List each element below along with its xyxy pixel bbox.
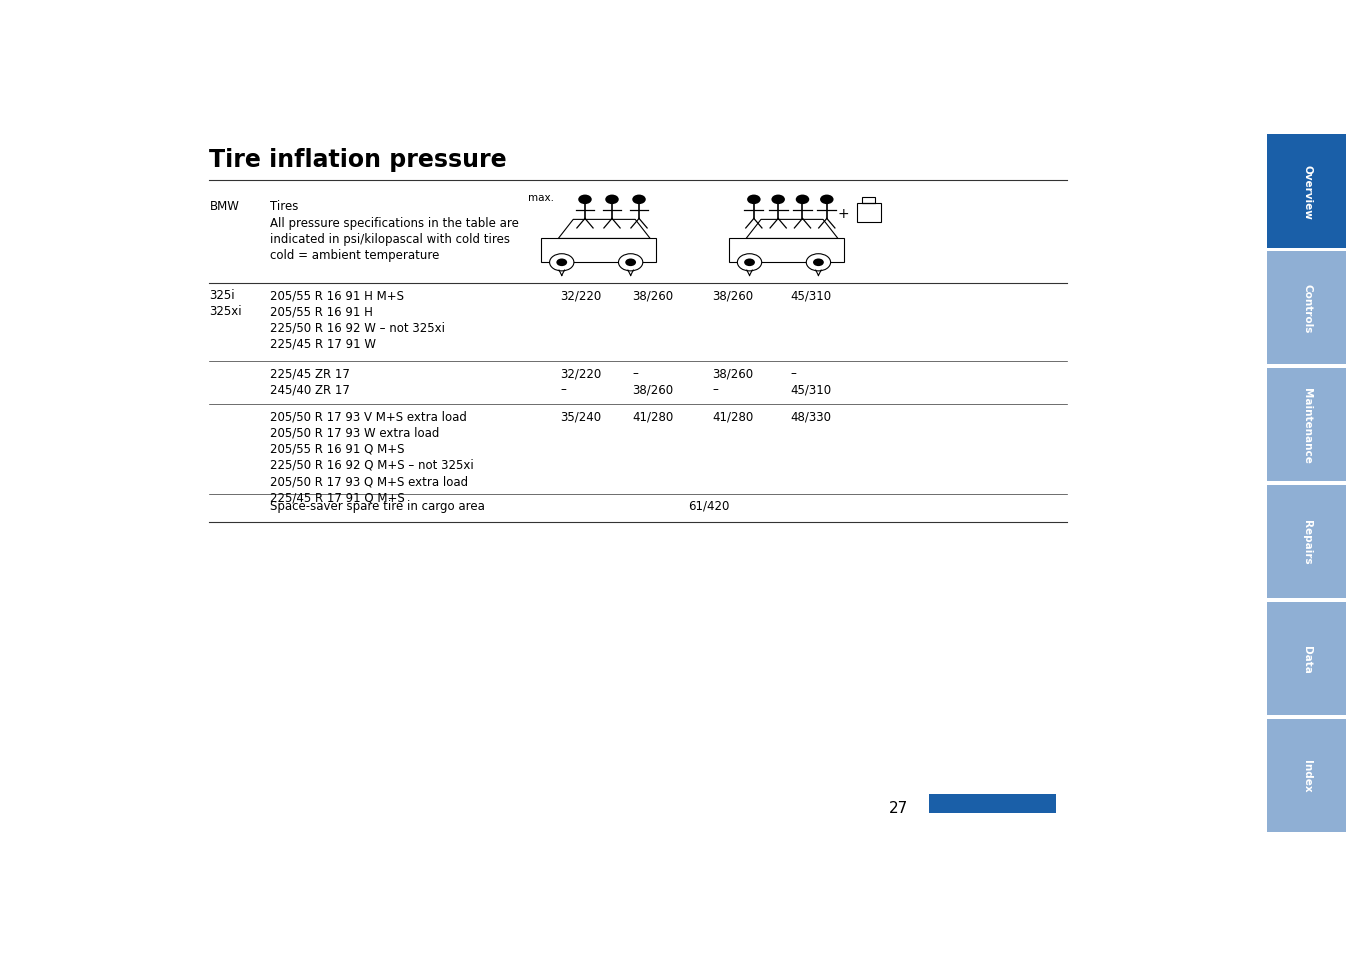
Text: 225/50 R 16 92 W – not 325xi: 225/50 R 16 92 W – not 325xi [270, 321, 446, 335]
Text: 41/280: 41/280 [712, 410, 754, 423]
Bar [1267, 253, 1346, 365]
Text: 205/55 R 16 91 Q M+S: 205/55 R 16 91 Q M+S [270, 442, 405, 456]
Bar [857, 204, 881, 223]
Bar [730, 239, 843, 263]
Text: 205/55 R 16 91 H M+S: 205/55 R 16 91 H M+S [270, 289, 404, 302]
Text: 225/45 ZR 17: 225/45 ZR 17 [270, 367, 350, 380]
Text: 38/260: 38/260 [712, 289, 753, 302]
Bar [862, 198, 875, 204]
Text: 35/240: 35/240 [561, 410, 601, 423]
Bar [1267, 135, 1346, 249]
Text: Tire inflation pressure: Tire inflation pressure [209, 148, 507, 172]
Text: 225/45 R 17 91 W: 225/45 R 17 91 W [270, 337, 376, 351]
Circle shape [605, 195, 619, 205]
Text: 205/55 R 16 91 H: 205/55 R 16 91 H [270, 305, 373, 318]
Text: indicated in psi/kilopascal with cold tires: indicated in psi/kilopascal with cold ti… [270, 233, 511, 246]
Text: –: – [632, 367, 638, 380]
Text: 38/260: 38/260 [712, 367, 753, 380]
Bar [540, 239, 657, 263]
Circle shape [626, 259, 636, 267]
Text: max.: max. [528, 193, 554, 202]
Text: 27: 27 [889, 800, 908, 815]
Text: 38/260: 38/260 [632, 383, 673, 396]
Text: 61/420: 61/420 [689, 499, 730, 513]
Text: 325xi: 325xi [209, 305, 242, 318]
Circle shape [619, 254, 643, 272]
Text: 45/310: 45/310 [790, 383, 831, 396]
Text: –: – [712, 383, 717, 396]
Bar [1267, 486, 1346, 598]
Bar [1267, 369, 1346, 482]
Text: 325i: 325i [209, 289, 235, 302]
Text: 205/50 R 17 93 V M+S extra load: 205/50 R 17 93 V M+S extra load [270, 410, 467, 423]
Text: –: – [790, 367, 796, 380]
Bar [1267, 602, 1346, 715]
Text: 245/40 ZR 17: 245/40 ZR 17 [270, 383, 350, 396]
Text: 32/220: 32/220 [561, 367, 603, 380]
Text: Maintenance: Maintenance [1302, 387, 1312, 463]
Circle shape [807, 254, 831, 272]
Text: 38/260: 38/260 [632, 289, 673, 302]
Circle shape [738, 254, 762, 272]
Text: 205/50 R 17 93 W extra load: 205/50 R 17 93 W extra load [270, 426, 439, 439]
Text: BMW: BMW [209, 200, 239, 213]
Text: Space-saver spare tire in cargo area: Space-saver spare tire in cargo area [270, 499, 485, 513]
Text: Index: Index [1302, 760, 1312, 792]
Circle shape [747, 195, 761, 205]
Text: 45/310: 45/310 [790, 289, 831, 302]
Text: 225/45 R 17 91 Q M+S: 225/45 R 17 91 Q M+S [270, 491, 405, 504]
Circle shape [578, 195, 592, 205]
Text: –: – [561, 383, 566, 396]
Bar [929, 794, 1056, 813]
Text: 205/50 R 17 93 Q M+S extra load: 205/50 R 17 93 Q M+S extra load [270, 475, 469, 488]
Text: Controls: Controls [1302, 284, 1312, 334]
Text: All pressure specifications in the table are: All pressure specifications in the table… [270, 216, 519, 230]
Circle shape [820, 195, 834, 205]
Text: Repairs: Repairs [1302, 519, 1312, 564]
Circle shape [744, 259, 755, 267]
Circle shape [771, 195, 785, 205]
Text: 32/220: 32/220 [561, 289, 603, 302]
Circle shape [632, 195, 646, 205]
Circle shape [550, 254, 574, 272]
Circle shape [796, 195, 809, 205]
Text: 41/280: 41/280 [632, 410, 674, 423]
Text: 225/50 R 16 92 Q M+S – not 325xi: 225/50 R 16 92 Q M+S – not 325xi [270, 458, 474, 472]
Text: Overview: Overview [1302, 164, 1312, 219]
Text: 48/330: 48/330 [790, 410, 831, 423]
Bar [1267, 720, 1346, 832]
Text: Tires: Tires [270, 200, 299, 213]
Circle shape [557, 259, 567, 267]
Text: cold = ambient temperature: cold = ambient temperature [270, 249, 439, 262]
Text: +: + [838, 207, 848, 220]
Text: Data: Data [1302, 645, 1312, 673]
Circle shape [813, 259, 824, 267]
